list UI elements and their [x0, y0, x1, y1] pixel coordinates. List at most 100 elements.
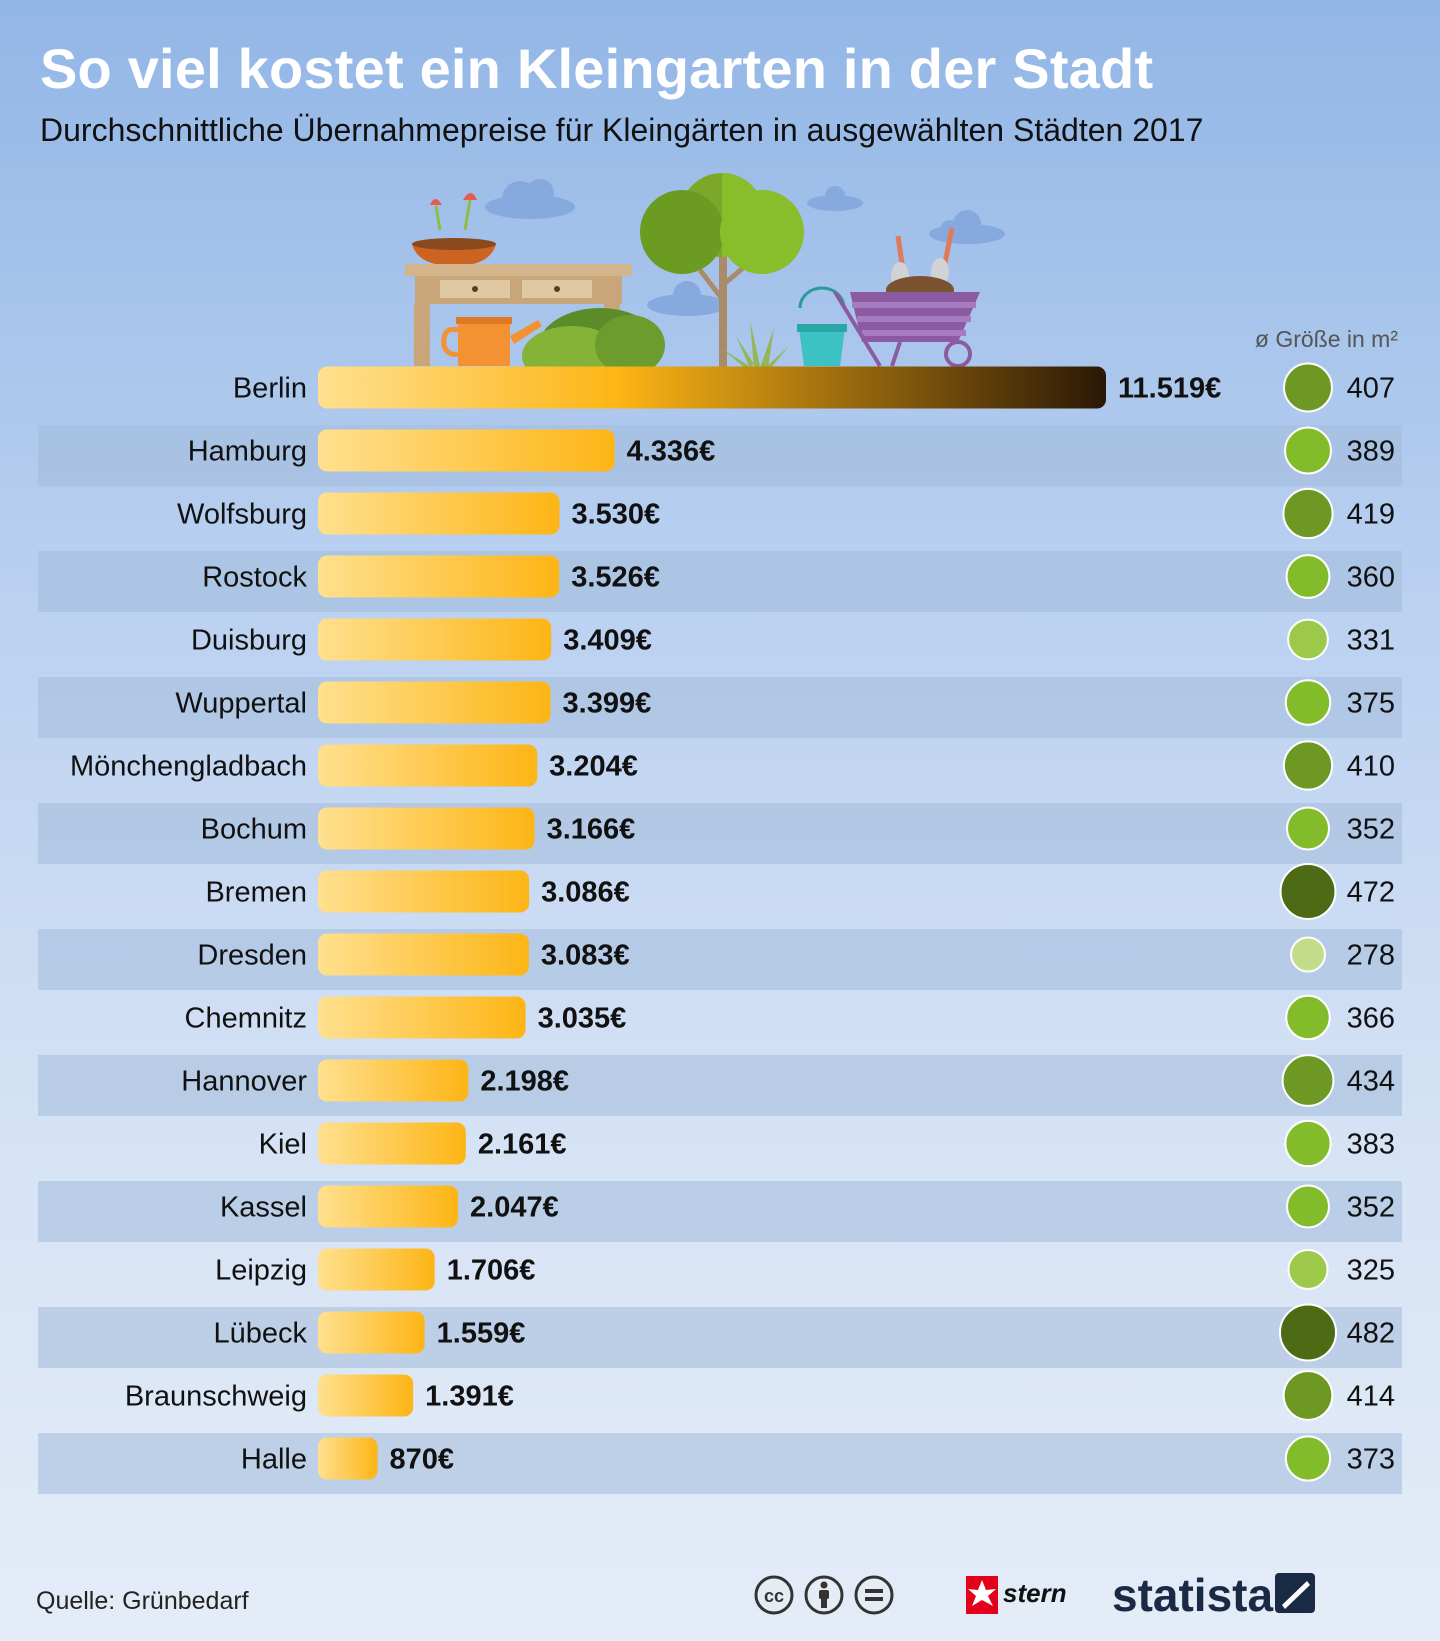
size-circle	[1286, 1184, 1330, 1229]
size-circle	[1279, 1303, 1337, 1362]
bar	[318, 618, 552, 661]
bar-row: Wuppertal 3.399€ 375	[175, 679, 1395, 726]
value-label: 11.519€	[1118, 373, 1221, 405]
stern-logo: stern	[966, 1576, 1067, 1614]
category-label: Wolfsburg	[177, 499, 307, 531]
row-stripe	[38, 425, 1402, 486]
bar	[318, 1311, 425, 1354]
category-label: Leipzig	[215, 1255, 307, 1287]
bar-row: Rostock 3.526€ 360	[202, 554, 1395, 599]
category-label: Kiel	[259, 1129, 307, 1161]
size-circle	[1285, 554, 1331, 599]
category-label: Lübeck	[213, 1318, 307, 1350]
garden-illustration	[405, 173, 1005, 380]
row-stripe	[38, 1055, 1402, 1116]
bar	[318, 1122, 466, 1165]
tree-icon	[640, 173, 804, 368]
watering-can-icon	[441, 317, 542, 366]
value-label: 3.083€	[541, 940, 630, 972]
size-label: 410	[1347, 751, 1395, 783]
bar-row: Braunschweig 1.391€ 414	[125, 1370, 1395, 1421]
bar-row: Chemnitz 3.035€ 366	[185, 994, 1395, 1041]
bar	[318, 555, 560, 598]
row-stripe	[38, 551, 1402, 612]
source-note: Quelle: Grünbedarf	[36, 1587, 249, 1615]
bar-row: Lübeck 1.559€ 482	[213, 1303, 1395, 1362]
statista-logo: statista	[1112, 1569, 1315, 1621]
category-label: Duisburg	[191, 625, 307, 657]
no-derivatives-icon	[854, 1575, 894, 1615]
size-circle	[1287, 1248, 1329, 1291]
attribution-icon	[804, 1575, 844, 1615]
bar-row: Hamburg 4.336€ 389	[188, 426, 1395, 475]
size-label: 331	[1347, 625, 1395, 657]
category-label: Chemnitz	[185, 1003, 308, 1035]
value-label: 3.409€	[563, 625, 652, 657]
cc-icon: cc	[754, 1575, 794, 1615]
bar	[318, 1248, 435, 1291]
row-stripe	[38, 677, 1402, 738]
bar-row: Kiel 2.161€ 383	[259, 1119, 1395, 1168]
statista-wordmark: statista	[1112, 1569, 1273, 1621]
size-label: 366	[1347, 1003, 1395, 1035]
bar	[318, 933, 529, 976]
category-label: Mönchengladbach	[70, 751, 307, 783]
bar	[318, 366, 1106, 409]
value-label: 1.391€	[425, 1381, 514, 1413]
chart-title: So viel kostet ein Kleingarten in der St…	[40, 37, 1154, 100]
size-label: 375	[1347, 688, 1395, 720]
stern-wordmark: stern	[1003, 1578, 1067, 1608]
size-label: 352	[1347, 1192, 1395, 1224]
size-circle	[1286, 806, 1330, 851]
chart-subtitle: Durchschnittliche Übernahmepreise für Kl…	[40, 112, 1204, 148]
bar	[318, 870, 530, 913]
size-circle	[1284, 1435, 1332, 1482]
category-label: Kassel	[220, 1192, 307, 1224]
bar	[318, 807, 535, 850]
category-label: Braunschweig	[125, 1381, 307, 1413]
size-label: 434	[1347, 1066, 1395, 1098]
value-label: 3.526€	[571, 562, 660, 594]
value-label: 2.161€	[478, 1129, 567, 1161]
row-stripe	[38, 1181, 1402, 1242]
bar	[318, 681, 551, 724]
size-circle	[1282, 487, 1334, 540]
bar-row: Hannover 2.198€ 434	[181, 1054, 1395, 1107]
category-label: Dresden	[197, 940, 307, 972]
value-label: 3.399€	[563, 688, 652, 720]
bar-row: Leipzig 1.706€ 325	[215, 1248, 1395, 1291]
bar	[318, 1437, 378, 1480]
size-label: 373	[1347, 1444, 1395, 1476]
value-label: 1.706€	[447, 1255, 536, 1287]
bar-row: Berlin 11.519€ 407	[233, 362, 1395, 413]
category-label: Wuppertal	[175, 688, 307, 720]
svg-text:cc: cc	[764, 1586, 784, 1606]
size-circle	[1279, 863, 1337, 920]
statista-icon	[1275, 1573, 1315, 1613]
cloud-icon	[485, 179, 1005, 316]
bar	[318, 744, 538, 787]
bar	[318, 429, 615, 472]
size-label: 482	[1347, 1318, 1395, 1350]
bar	[318, 1185, 459, 1228]
category-label: Bremen	[205, 877, 307, 909]
size-label: 407	[1347, 373, 1395, 405]
category-label: Rostock	[202, 562, 307, 594]
size-label: 325	[1347, 1255, 1395, 1287]
size-circle	[1284, 1119, 1332, 1168]
value-label: 4.336€	[627, 436, 716, 468]
size-label: 389	[1347, 436, 1395, 468]
size-label: 414	[1347, 1381, 1395, 1413]
value-label: 1.559€	[437, 1318, 526, 1350]
row-stripe	[38, 1433, 1402, 1494]
category-label: Berlin	[233, 373, 307, 405]
bar-row: Wolfsburg 3.530€ 419	[177, 487, 1395, 540]
size-label: 472	[1347, 877, 1395, 909]
size-label: 352	[1347, 814, 1395, 846]
size-circle	[1281, 1054, 1335, 1107]
value-label: 3.086€	[541, 877, 630, 909]
flower-pot-icon	[412, 193, 496, 266]
license-icons: cc	[754, 1575, 894, 1615]
value-label: 3.530€	[571, 499, 660, 531]
